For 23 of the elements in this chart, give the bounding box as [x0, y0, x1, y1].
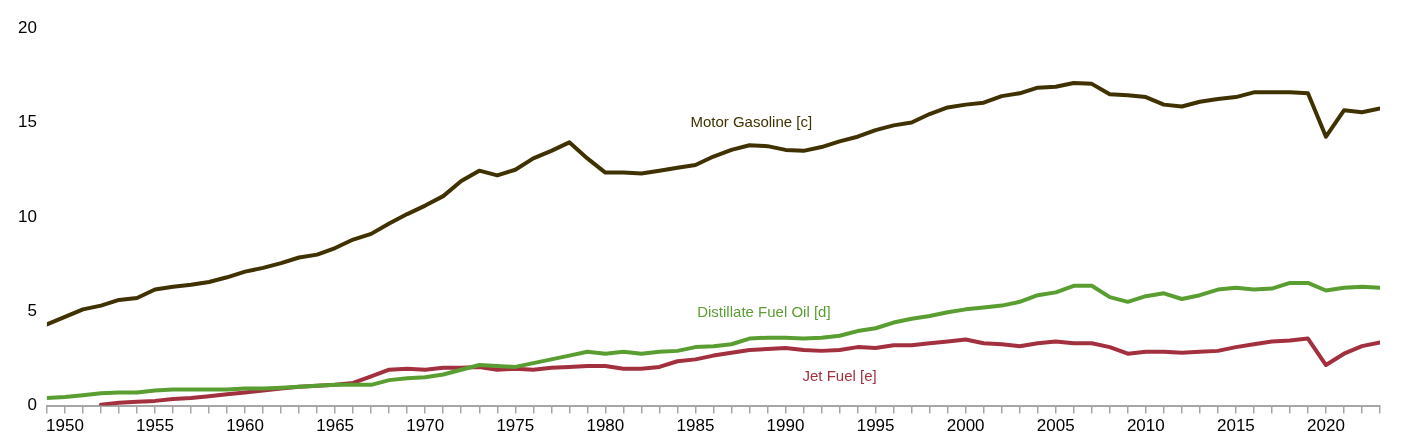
x-tick-label: 1985 — [676, 416, 715, 436]
x-tick-label: 1955 — [136, 416, 174, 436]
series-label: Motor Gasoline [c] — [690, 112, 813, 130]
x-tick-label: 1965 — [316, 416, 355, 436]
x-tick-label: 2020 — [1307, 416, 1345, 436]
y-tick-label: 0 — [27, 395, 37, 415]
y-tick-label: 20 — [17, 17, 37, 37]
x-tick-label: 1975 — [496, 416, 535, 436]
series-label: Distillate Fuel Oil [d] — [697, 303, 831, 321]
x-tick-label: 2010 — [1126, 416, 1165, 436]
x-tick-label: 1995 — [856, 416, 895, 436]
x-tick-label: 1960 — [226, 416, 264, 436]
x-tick-label: 1990 — [766, 416, 805, 436]
x-tick-label: 2005 — [1036, 416, 1075, 436]
x-tick-label: 2000 — [946, 416, 985, 436]
x-tick-label: 1970 — [406, 416, 445, 436]
series-label: Jet Fuel [e] — [802, 367, 877, 385]
x-tick-label: 1980 — [586, 416, 625, 436]
x-tick-label: 1950 — [46, 416, 84, 436]
y-tick-label: 15 — [17, 112, 37, 132]
x-tick-label: 2015 — [1216, 416, 1255, 436]
y-tick-label: 10 — [17, 206, 37, 226]
y-tick-label: 5 — [27, 300, 37, 320]
